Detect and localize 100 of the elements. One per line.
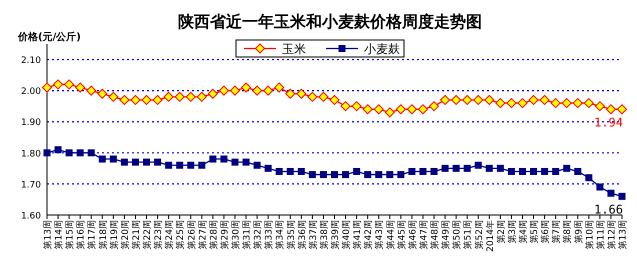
point	[208, 88, 218, 99]
x-tick-label: 第8周	[562, 220, 574, 244]
point	[187, 162, 194, 169]
x-tick-label: 第34周	[274, 220, 286, 250]
point	[430, 168, 438, 175]
x-tick-label: 第31周	[242, 220, 253, 250]
x-tick-label: 第28周	[208, 220, 220, 250]
point	[396, 104, 406, 114]
point	[352, 101, 362, 112]
x-tick-label: 第45周	[396, 220, 408, 250]
point	[220, 156, 228, 163]
point	[429, 101, 440, 112]
point	[386, 171, 394, 178]
x-tick-label: 第44周	[385, 220, 396, 250]
x-tick-label: 第23周	[153, 220, 164, 250]
point	[108, 92, 118, 102]
x-tick-label: 第40周	[341, 220, 352, 250]
x-tick-label: 第43周	[374, 220, 386, 250]
point	[142, 94, 152, 105]
point	[120, 158, 128, 166]
x-tick-label: 第15周	[64, 220, 76, 250]
x-tick-label: 第38周	[318, 220, 330, 250]
point	[132, 158, 139, 166]
point	[176, 162, 184, 169]
y-tick-label: 2.10	[20, 56, 42, 66]
point	[152, 94, 163, 105]
point	[486, 164, 493, 172]
point	[419, 168, 426, 175]
point	[375, 171, 382, 178]
point	[285, 88, 296, 99]
x-tick-label: 第26周	[186, 220, 198, 250]
point	[406, 104, 417, 114]
legend-label: 玉米	[282, 42, 306, 56]
point	[86, 86, 96, 96]
point	[119, 94, 130, 105]
y-tick-label: 2.00	[20, 87, 42, 98]
point	[66, 149, 73, 156]
point	[97, 88, 108, 99]
x-tick-label: 第7周	[551, 220, 562, 244]
point	[517, 98, 528, 108]
point	[174, 92, 185, 102]
point	[54, 146, 62, 154]
y-tick-label: 1.90	[20, 118, 42, 128]
point	[110, 156, 117, 163]
point	[473, 94, 484, 105]
point	[550, 98, 561, 108]
x-tick-label: 第48周	[430, 220, 441, 250]
x-tick-label: 第12周	[606, 220, 618, 250]
x-tick-label: 第3周	[506, 220, 518, 244]
x-tick-label: 第50周	[452, 220, 463, 250]
point	[440, 94, 450, 105]
point	[254, 162, 261, 169]
point	[64, 79, 74, 90]
point	[342, 171, 350, 178]
x-tick-label: 第51周	[462, 220, 474, 250]
point	[408, 168, 416, 175]
point	[242, 158, 250, 166]
point	[563, 164, 570, 172]
x-tick-label: 2014年	[484, 220, 496, 252]
point	[241, 82, 252, 93]
point	[606, 104, 616, 114]
point	[496, 164, 504, 172]
x-tick-label: 第47周	[418, 220, 430, 250]
point	[264, 164, 272, 172]
point	[452, 164, 460, 172]
point	[165, 162, 172, 169]
x-tick-label: 第13周	[618, 220, 628, 250]
x-tick-label: 第19周	[108, 220, 120, 250]
point	[506, 98, 516, 108]
x-tick-label: 第24周	[164, 220, 176, 250]
point	[276, 168, 283, 175]
point	[541, 168, 548, 175]
point	[198, 162, 206, 169]
point	[484, 94, 494, 105]
y-tick-label: 1.70	[20, 180, 42, 190]
point	[298, 168, 305, 175]
point	[540, 94, 550, 105]
x-tick-label: 第16周	[76, 220, 87, 250]
point	[464, 164, 471, 172]
point	[451, 94, 462, 105]
point	[330, 94, 340, 105]
x-tick-label: 第39周	[330, 220, 341, 250]
point	[495, 98, 506, 108]
point	[42, 82, 52, 93]
x-tick-label: 第46周	[407, 220, 418, 250]
point	[320, 171, 327, 178]
x-tick-label: 第10周	[584, 220, 596, 250]
annotation: 1.66	[594, 202, 623, 216]
point	[462, 94, 472, 105]
point	[397, 171, 404, 178]
y-axis-title: 价格(元/公斤)	[17, 31, 81, 43]
point	[296, 88, 306, 99]
x-tick-label: 第22周	[142, 220, 154, 250]
point	[164, 92, 174, 102]
point	[218, 86, 229, 96]
point	[518, 168, 526, 175]
point	[442, 164, 449, 172]
point	[528, 94, 539, 105]
point	[274, 82, 284, 93]
point	[618, 192, 626, 200]
